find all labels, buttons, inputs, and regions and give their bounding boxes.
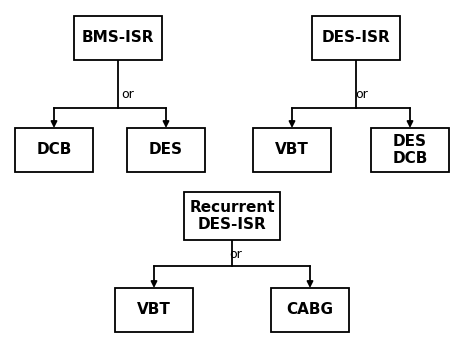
Bar bbox=[312, 16, 400, 60]
Bar bbox=[15, 128, 93, 172]
Bar bbox=[74, 16, 162, 60]
Text: or: or bbox=[229, 247, 242, 261]
Text: or: or bbox=[356, 88, 368, 100]
Text: DES: DES bbox=[149, 143, 183, 157]
Text: DES
DCB: DES DCB bbox=[392, 134, 428, 166]
Bar bbox=[271, 288, 349, 332]
Bar bbox=[115, 288, 193, 332]
Bar bbox=[371, 128, 449, 172]
Bar bbox=[184, 192, 280, 240]
Text: or: or bbox=[122, 88, 134, 100]
Text: VBT: VBT bbox=[137, 302, 171, 318]
Bar bbox=[253, 128, 331, 172]
Bar bbox=[127, 128, 205, 172]
Text: BMS-ISR: BMS-ISR bbox=[82, 30, 154, 46]
Text: VBT: VBT bbox=[275, 143, 309, 157]
Text: DES-ISR: DES-ISR bbox=[322, 30, 391, 46]
Text: DCB: DCB bbox=[36, 143, 72, 157]
Text: CABG: CABG bbox=[286, 302, 334, 318]
Text: Recurrent
DES-ISR: Recurrent DES-ISR bbox=[189, 200, 275, 232]
